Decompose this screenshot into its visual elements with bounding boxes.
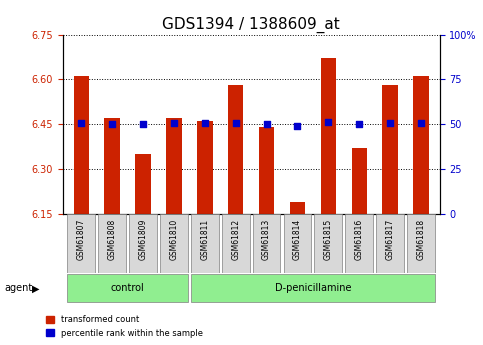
- FancyBboxPatch shape: [99, 214, 126, 273]
- Text: GSM61812: GSM61812: [231, 219, 240, 260]
- Bar: [135, 154, 151, 214]
- Point: [170, 120, 178, 126]
- Text: GSM61808: GSM61808: [108, 219, 117, 260]
- Point: [417, 120, 425, 126]
- Bar: [290, 202, 305, 214]
- FancyBboxPatch shape: [407, 214, 435, 273]
- FancyBboxPatch shape: [191, 214, 219, 273]
- FancyBboxPatch shape: [68, 214, 95, 273]
- FancyBboxPatch shape: [314, 214, 342, 273]
- Point: [77, 120, 85, 126]
- Point: [263, 121, 270, 127]
- Bar: [383, 85, 398, 214]
- Bar: [352, 148, 367, 214]
- Text: GSM61814: GSM61814: [293, 219, 302, 260]
- Bar: [197, 121, 213, 214]
- Bar: [228, 85, 243, 214]
- FancyBboxPatch shape: [284, 214, 312, 273]
- FancyBboxPatch shape: [222, 214, 250, 273]
- Text: GSM61807: GSM61807: [77, 219, 86, 260]
- Title: GDS1394 / 1388609_at: GDS1394 / 1388609_at: [162, 17, 340, 33]
- Point: [232, 120, 240, 126]
- Point: [294, 124, 301, 129]
- Text: GSM61816: GSM61816: [355, 219, 364, 260]
- FancyBboxPatch shape: [160, 214, 188, 273]
- FancyBboxPatch shape: [376, 214, 404, 273]
- Text: GSM61815: GSM61815: [324, 219, 333, 260]
- Point: [325, 119, 332, 125]
- Point: [355, 121, 363, 126]
- FancyBboxPatch shape: [253, 214, 281, 273]
- Text: ▶: ▶: [32, 284, 40, 294]
- FancyBboxPatch shape: [68, 274, 188, 302]
- Bar: [413, 76, 429, 214]
- Text: GSM61818: GSM61818: [416, 219, 426, 260]
- FancyBboxPatch shape: [345, 214, 373, 273]
- Point: [201, 120, 209, 126]
- Text: GSM61809: GSM61809: [139, 219, 148, 260]
- Bar: [104, 118, 120, 214]
- FancyBboxPatch shape: [129, 214, 157, 273]
- Bar: [259, 127, 274, 214]
- Text: D-penicillamine: D-penicillamine: [275, 283, 351, 293]
- Text: control: control: [111, 283, 144, 293]
- Text: GSM61817: GSM61817: [385, 219, 395, 260]
- Bar: [321, 58, 336, 214]
- Point: [108, 121, 116, 127]
- Text: GSM61813: GSM61813: [262, 219, 271, 260]
- Legend: transformed count, percentile rank within the sample: transformed count, percentile rank withi…: [43, 312, 206, 341]
- Bar: [73, 76, 89, 214]
- Point: [386, 120, 394, 126]
- Bar: [166, 118, 182, 214]
- FancyBboxPatch shape: [191, 274, 435, 302]
- Point: [139, 121, 147, 127]
- Text: GSM61811: GSM61811: [200, 219, 209, 260]
- Text: agent: agent: [5, 283, 33, 293]
- Text: GSM61810: GSM61810: [170, 219, 178, 260]
